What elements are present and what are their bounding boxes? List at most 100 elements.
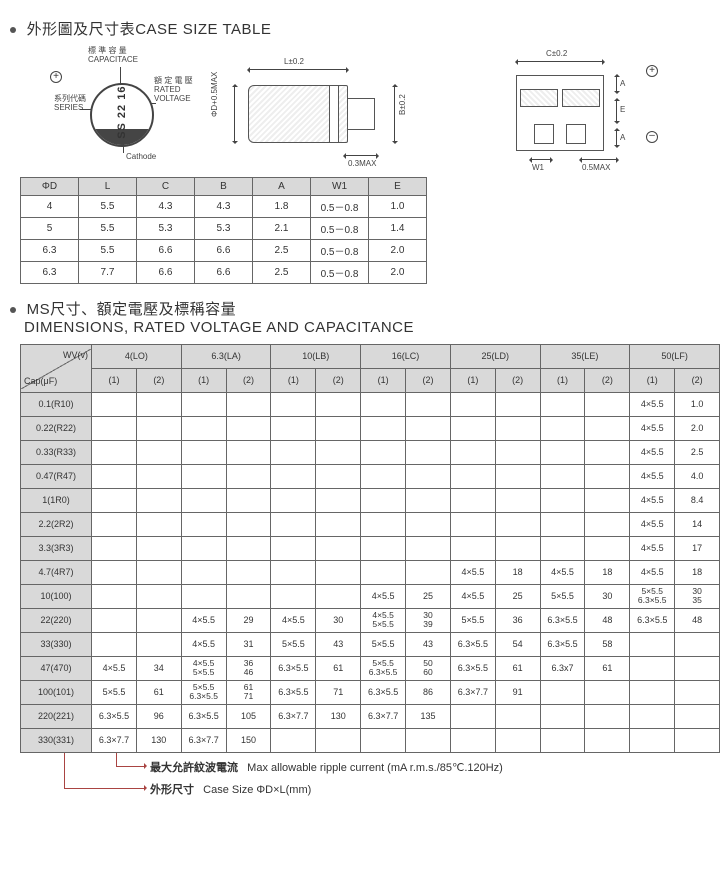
table-cell (361, 729, 406, 753)
dim-half (580, 159, 618, 160)
table-cell: 4×5.5 (181, 633, 226, 657)
table-cell (92, 393, 137, 417)
table-cell (450, 537, 495, 561)
table-cell (450, 705, 495, 729)
table-cell (540, 417, 585, 441)
table-cell (406, 417, 451, 441)
leader-line (123, 143, 124, 153)
table-cell: 0.5－0.8 (311, 262, 369, 284)
table-cell (92, 561, 137, 585)
capacitor-body-text: SS 22 16V (116, 83, 128, 139)
cap-row-label: 22(220) (21, 609, 92, 633)
plus-icon: + (50, 71, 62, 83)
table-cell: 4×5.5 (92, 657, 137, 681)
table-cell (316, 729, 361, 753)
table-cell (495, 465, 540, 489)
table-cell: 2.0 (369, 240, 427, 262)
table-cell (406, 561, 451, 585)
table-cell (92, 441, 137, 465)
table-cell (361, 513, 406, 537)
table-cell: 25 (406, 585, 451, 609)
table-row: 33(330)4×5.5315×5.5435×5.5436.3×5.5546.3… (21, 633, 720, 657)
table-cell (316, 417, 361, 441)
table-cell: 6.3x7 (540, 657, 585, 681)
table-cell: 14 (675, 513, 720, 537)
table-cell (92, 489, 137, 513)
table-cell: 6.3×5.5 (92, 705, 137, 729)
footprint-pad (516, 75, 604, 151)
table-cell: 2.0 (675, 417, 720, 441)
sub-header: (2) (585, 369, 630, 393)
table-cell (136, 537, 181, 561)
table-cell: 6.6 (137, 262, 195, 284)
table-cell: 4.3 (195, 196, 253, 218)
bullet-icon (10, 307, 16, 313)
table-cell (406, 729, 451, 753)
table-cell (316, 537, 361, 561)
table-cell: 5×5.5 (92, 681, 137, 705)
table-cell (540, 465, 585, 489)
table-cell (675, 729, 720, 753)
table-cell: 7.7 (79, 262, 137, 284)
table-cell (361, 561, 406, 585)
table-cell: 6.3 (21, 262, 79, 284)
ripple-note: 最大允許紋波電流 Max allowable ripple current (m… (150, 759, 713, 775)
table-cell: 3035 (675, 585, 720, 609)
table-cell: 1.4 (369, 218, 427, 240)
sub-header: (1) (92, 369, 137, 393)
table-cell (361, 417, 406, 441)
table-cell: 4.3 (137, 196, 195, 218)
cap-row-label: 3.3(3R3) (21, 537, 92, 561)
table-cell (136, 585, 181, 609)
wv-header: 10(LB) (271, 345, 361, 369)
table-row: 55.55.35.32.10.5－0.81.4 (21, 218, 427, 240)
table-row: 1(1R0)4×5.58.4 (21, 489, 720, 513)
table-cell (450, 513, 495, 537)
table-cell: 2.5 (253, 262, 311, 284)
size-table-header: E (369, 178, 427, 196)
dim-below (344, 155, 378, 156)
cap-clip (347, 98, 375, 129)
table-cell (316, 561, 361, 585)
table-cell (271, 393, 316, 417)
table-cell (630, 657, 675, 681)
dim-L-label: L±0.2 (284, 57, 304, 66)
table-row: 0.47(R47)4×5.54.0 (21, 465, 720, 489)
table-cell (136, 489, 181, 513)
table-cell (675, 705, 720, 729)
wv-header: 50(LF) (630, 345, 720, 369)
size-table-header: L (79, 178, 137, 196)
table-cell: 5.5 (79, 218, 137, 240)
table-cell: 34 (136, 657, 181, 681)
table-cell (495, 417, 540, 441)
table-cell (495, 393, 540, 417)
table-cell: 5×5.56.3×5.5 (630, 585, 675, 609)
table-cell: 30 (585, 585, 630, 609)
table-cell (92, 417, 137, 441)
table-cell (540, 513, 585, 537)
table-cell: 6171 (226, 681, 271, 705)
cap-row-label: 33(330) (21, 633, 92, 657)
table-cell: 4×5.5 (630, 465, 675, 489)
table-cell (540, 489, 585, 513)
table-cell: 54 (495, 633, 540, 657)
table-cell (316, 585, 361, 609)
table-cell: 6.3 (21, 240, 79, 262)
table-cell (226, 393, 271, 417)
capacitor-diagram: + 標 準 容 量 CAPACITACE 系列代碼 SERIES 額 定 電 壓… (28, 47, 198, 167)
table-cell (181, 585, 226, 609)
table-cell (136, 513, 181, 537)
table-cell (92, 513, 137, 537)
table-cell (585, 393, 630, 417)
table-cell (675, 633, 720, 657)
table-cell (450, 393, 495, 417)
table-cell: 130 (136, 729, 181, 753)
table-cell (92, 585, 137, 609)
table-cell: 6.3×5.5 (450, 657, 495, 681)
table-cell (92, 465, 137, 489)
table-cell: 4×5.5 (450, 585, 495, 609)
cap-band (329, 86, 339, 142)
table-cell (495, 729, 540, 753)
table-cell: 5.5 (79, 196, 137, 218)
sub-header: (2) (226, 369, 271, 393)
